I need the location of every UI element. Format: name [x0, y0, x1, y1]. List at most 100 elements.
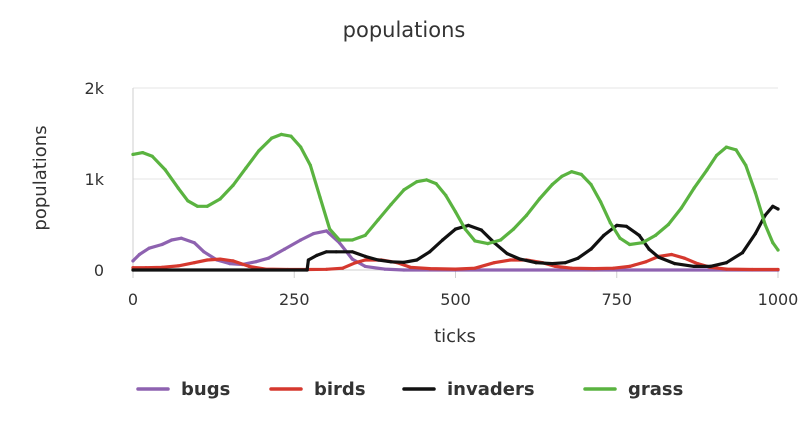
- data-point-birds-22: [492, 261, 496, 265]
- data-point-bugs-7: [202, 250, 206, 254]
- data-point-invaders-25: [602, 233, 606, 237]
- series-lines: [131, 132, 780, 272]
- x-tick-label-0: 0: [128, 290, 138, 309]
- data-point-bugs-4: [170, 238, 174, 242]
- data-point-grass-4: [176, 186, 180, 190]
- legend-item-invaders[interactable]: invaders: [402, 379, 535, 400]
- data-point-birds-3: [176, 264, 180, 268]
- data-point-invaders-7: [363, 254, 367, 258]
- data-point-invaders-28: [637, 233, 641, 237]
- data-point-grass-51: [705, 168, 709, 172]
- x-axis-label: ticks: [434, 326, 476, 347]
- data-point-invaders-20: [534, 261, 538, 265]
- data-point-grass-52: [715, 153, 719, 157]
- data-point-bugs-15: [312, 232, 316, 236]
- data-point-birds-4: [192, 261, 196, 265]
- series-line-birds: [131, 252, 780, 272]
- data-point-grass-27: [434, 182, 438, 186]
- data-point-grass-15: [299, 145, 303, 149]
- data-point-grass-3: [163, 168, 167, 172]
- data-point-grass-45: [628, 242, 632, 247]
- data-point-grass-7: [205, 204, 209, 208]
- data-point-invaders-13: [441, 238, 445, 242]
- data-point-grass-50: [692, 186, 696, 190]
- data-point-grass-6: [195, 204, 200, 208]
- legend-item-grass[interactable]: grass: [583, 379, 683, 400]
- data-point-invaders-16: [479, 228, 483, 232]
- data-point-bugs-2: [147, 246, 151, 250]
- data-point-grass-11: [257, 149, 261, 153]
- data-point-grass-5: [186, 199, 190, 203]
- data-point-bugs-1: [137, 252, 141, 257]
- data-point-invaders-32: [692, 264, 696, 268]
- data-point-birds-20: [453, 267, 458, 271]
- data-point-grass-53: [724, 145, 729, 149]
- data-point-grass-46: [640, 241, 645, 245]
- data-point-grass-20: [350, 238, 354, 242]
- series-invaders: [131, 204, 780, 272]
- data-point-grass-37: [550, 182, 554, 187]
- data-point-grass-40: [579, 172, 583, 176]
- data-point-grass-42: [599, 200, 603, 204]
- data-point-invaders-39: [776, 207, 780, 211]
- data-point-bugs-19: [363, 264, 367, 268]
- data-point-bugs-17: [337, 241, 341, 245]
- data-point-grass-28: [444, 193, 448, 197]
- grid-lines: [133, 87, 778, 180]
- data-point-grass-9: [231, 183, 235, 187]
- data-point-grass-47: [653, 233, 658, 237]
- data-point-invaders-35: [740, 251, 745, 255]
- data-point-invaders-24: [589, 247, 593, 251]
- data-point-birds-8: [247, 264, 251, 268]
- data-point-grass-43: [608, 221, 612, 225]
- data-point-invaders-9: [389, 260, 393, 264]
- data-point-grass-1: [141, 151, 145, 155]
- data-point-grass-26: [424, 178, 429, 182]
- y-axis-label: populations: [30, 125, 51, 230]
- data-point-bugs-5: [179, 236, 183, 240]
- data-point-grass-23: [389, 202, 393, 207]
- data-point-bugs-3: [160, 242, 164, 247]
- data-point-invaders-15: [466, 223, 470, 227]
- y-tick-label-0: 0: [94, 261, 104, 280]
- data-point-grass-10: [244, 166, 248, 170]
- data-point-bugs-12: [266, 256, 270, 260]
- data-point-invaders-21: [550, 262, 554, 266]
- data-point-invaders-26: [615, 223, 619, 227]
- data-point-birds-13: [341, 266, 345, 270]
- data-point-invaders-31: [673, 262, 677, 266]
- data-point-bugs-13: [283, 247, 287, 251]
- legend: bugs birds invaders grass: [136, 379, 683, 400]
- data-point-birds-27: [570, 266, 574, 270]
- data-point-invaders-30: [657, 255, 661, 259]
- data-point-invaders-22: [563, 261, 567, 265]
- data-point-birds-2: [160, 265, 164, 269]
- data-point-birds-5: [205, 258, 209, 262]
- data-point-grass-56: [753, 191, 758, 195]
- data-point-grass-48: [666, 222, 671, 227]
- x-tick-label-500: 500: [440, 290, 471, 309]
- x-tick-label-750: 750: [601, 290, 632, 309]
- data-point-invaders-37: [763, 213, 767, 217]
- data-point-grass-31: [473, 239, 477, 243]
- data-point-invaders-23: [576, 256, 580, 260]
- data-point-invaders-10: [402, 260, 406, 264]
- data-point-birds-15: [363, 258, 367, 262]
- data-point-grass-39: [570, 170, 574, 174]
- series-line-invaders: [131, 204, 780, 272]
- data-point-invaders-0: [131, 268, 135, 272]
- series-grass: [131, 132, 780, 252]
- data-point-grass-44: [618, 236, 622, 240]
- legend-item-birds[interactable]: birds: [269, 379, 366, 400]
- y-tick-label-2000: 2k: [85, 79, 105, 98]
- legend-item-bugs[interactable]: bugs: [136, 379, 230, 400]
- data-point-grass-57: [763, 222, 767, 227]
- data-point-grass-12: [270, 136, 274, 140]
- data-point-bugs-16: [324, 229, 329, 233]
- data-point-bugs-18: [350, 257, 354, 261]
- data-point-invaders-12: [428, 250, 432, 254]
- axes: [132, 88, 779, 278]
- data-point-grass-18: [328, 227, 332, 231]
- data-point-invaders-6: [350, 250, 354, 254]
- data-point-grass-21: [363, 233, 367, 237]
